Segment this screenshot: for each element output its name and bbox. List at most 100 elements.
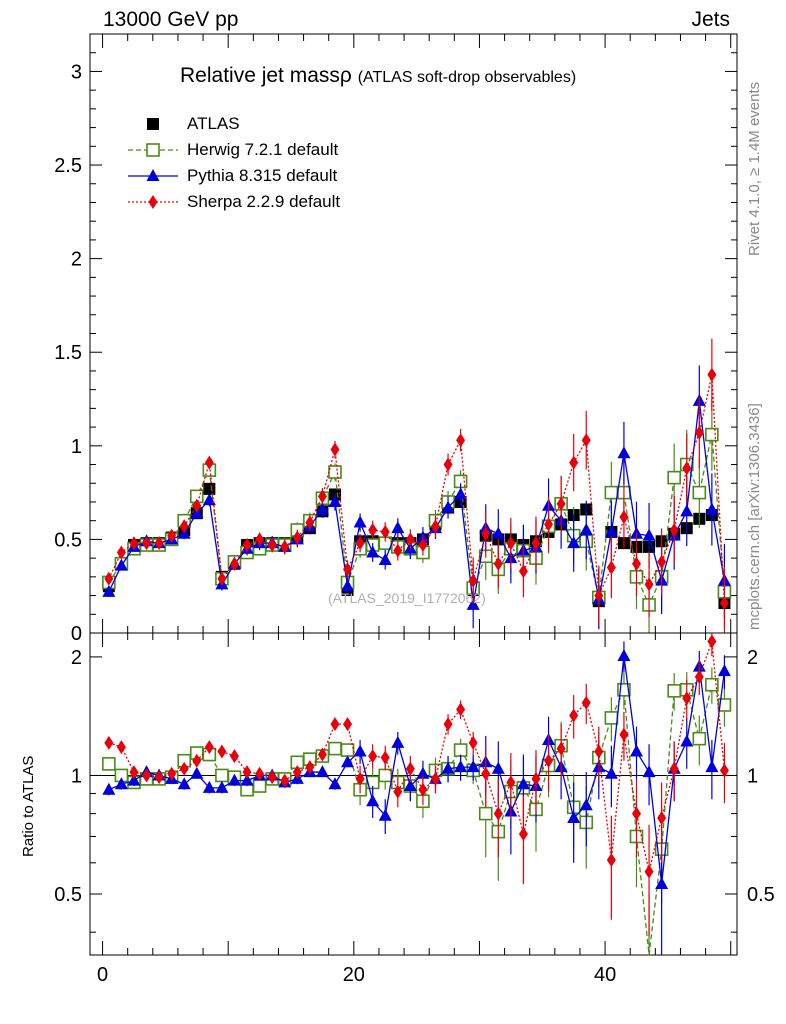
- ratio-point-pythia: [516, 777, 530, 790]
- data-point-sherpa: [493, 556, 503, 571]
- ratio-point-herwig: [340, 743, 355, 757]
- ratio-point-sherpa: [581, 695, 591, 710]
- analysis-watermark: (ATLAS_2019_I1772062): [328, 590, 486, 606]
- ratio-point-sherpa: [531, 771, 541, 786]
- legend-markers: [128, 118, 178, 209]
- data-point-sherpa: [707, 367, 717, 382]
- ratio-point-pythia: [579, 798, 593, 811]
- ratio-point-herwig: [453, 743, 468, 757]
- data-point-sherpa: [481, 526, 491, 541]
- x-tick-label: 40: [594, 964, 616, 986]
- data-point-herwig: [328, 465, 342, 479]
- ratio-point-pythia: [127, 773, 141, 786]
- data-point-sherpa: [229, 556, 239, 571]
- ratio-point-pythia: [328, 777, 342, 790]
- ratio-point-herwig: [378, 768, 393, 783]
- legend-marker-pythia: [146, 169, 160, 181]
- energy-label: 13000 GeV pp: [103, 8, 239, 31]
- ratio-point-pythia: [366, 794, 380, 807]
- data-point-pythia: [454, 487, 468, 500]
- data-point-sherpa: [468, 573, 478, 588]
- ratio-point-sherpa: [242, 765, 252, 780]
- ratio-point-sherpa: [669, 761, 679, 776]
- ratio-point-sherpa: [544, 753, 554, 768]
- ratio-point-pythia: [717, 664, 731, 677]
- data-point-sherpa: [179, 519, 189, 534]
- ratio-point-pythia: [190, 766, 204, 779]
- ratio-point-sherpa: [317, 747, 327, 762]
- legend-marker-herwig: [146, 143, 160, 157]
- ratio-point-sherpa: [481, 766, 491, 781]
- ratio-point-pythia: [403, 779, 417, 792]
- data-point-sherpa: [657, 554, 667, 569]
- ratio-point-sherpa: [167, 766, 177, 781]
- data-point-sherpa: [569, 455, 579, 470]
- ratio-point-sherpa: [368, 749, 378, 764]
- data-point-pythia: [114, 558, 128, 571]
- ratio-point-sherpa: [355, 771, 365, 786]
- ratio-y-tick-label-right: 2: [747, 647, 758, 669]
- legend-label-sherpa: Sherpa 2.2.9 default: [187, 192, 341, 211]
- main-y-tick-label: 3: [71, 61, 82, 83]
- ratio-point-sherpa: [154, 770, 164, 785]
- data-point-sherpa: [116, 545, 126, 560]
- data-point-herwig: [667, 470, 681, 485]
- ratio-frame: [89, 632, 738, 956]
- data-point-sherpa: [581, 433, 591, 448]
- series-line-pythia: [108, 400, 726, 606]
- data-point-sherpa: [343, 562, 353, 577]
- data-point-pythia: [579, 523, 593, 536]
- ratio-point-sherpa: [217, 744, 227, 759]
- data-point-sherpa: [544, 517, 554, 532]
- ratio-point-sherpa: [694, 669, 704, 684]
- ratio-point-sherpa: [456, 702, 466, 717]
- data-point-sherpa: [129, 536, 139, 551]
- data-point-sherpa: [204, 455, 214, 470]
- ratio-point-herwig: [705, 677, 719, 692]
- data-point-pythia: [391, 521, 405, 534]
- ratio-point-sherpa: [393, 784, 403, 799]
- ratio-point-sherpa: [619, 727, 629, 742]
- ratio-point-sherpa: [343, 717, 353, 732]
- legend-label-atlas: ATLAS: [187, 114, 240, 133]
- data-point-sherpa: [644, 577, 654, 592]
- ratio-point-pythia: [441, 761, 455, 774]
- ratio-point-herwig: [328, 741, 342, 756]
- data-point-pythia: [353, 515, 367, 528]
- ratio-point-pythia: [629, 744, 643, 757]
- data-point-sherpa: [619, 509, 629, 524]
- ratio-point-sherpa: [443, 717, 453, 732]
- ratio-line-herwig: [108, 683, 725, 956]
- ratio-point-sherpa: [330, 717, 340, 732]
- ratio-point-sherpa: [430, 771, 440, 786]
- ratio-point-sherpa: [606, 852, 616, 867]
- data-point-sherpa: [280, 539, 290, 554]
- ratio-point-pythia: [102, 782, 116, 795]
- ratio-point-herwig: [252, 779, 267, 793]
- ratio-point-sherpa: [719, 763, 729, 778]
- ratio-point-pythia: [454, 760, 468, 773]
- data-point-sherpa: [355, 536, 365, 551]
- ratio-point-sherpa: [104, 735, 114, 750]
- ratio-point-pythia: [617, 649, 631, 662]
- ratio-y-tick-label-right: 0.5: [747, 884, 775, 906]
- ratio-point-sherpa: [380, 750, 390, 765]
- ratio-series-sherpa: [104, 633, 729, 937]
- data-point-sherpa: [506, 536, 516, 551]
- ratio-point-sherpa: [179, 761, 189, 776]
- data-point-sherpa: [430, 519, 440, 534]
- data-point-pythia: [315, 502, 329, 515]
- ratio-y-tick-label-left: 1: [71, 765, 82, 787]
- ratio-point-herwig: [692, 731, 707, 746]
- data-point-sherpa: [380, 524, 390, 539]
- ratio-point-pythia: [416, 766, 430, 779]
- data-point-sherpa: [142, 536, 152, 551]
- data-point-atlas: [203, 482, 216, 495]
- ratio-point-pythia: [466, 760, 480, 773]
- data-point-sherpa: [631, 556, 641, 571]
- ratio-point-sherpa: [518, 827, 528, 842]
- data-point-sherpa: [719, 596, 729, 611]
- data-point-herwig: [604, 485, 619, 500]
- ratio-point-pythia: [353, 744, 367, 757]
- data-point-sherpa: [682, 461, 692, 476]
